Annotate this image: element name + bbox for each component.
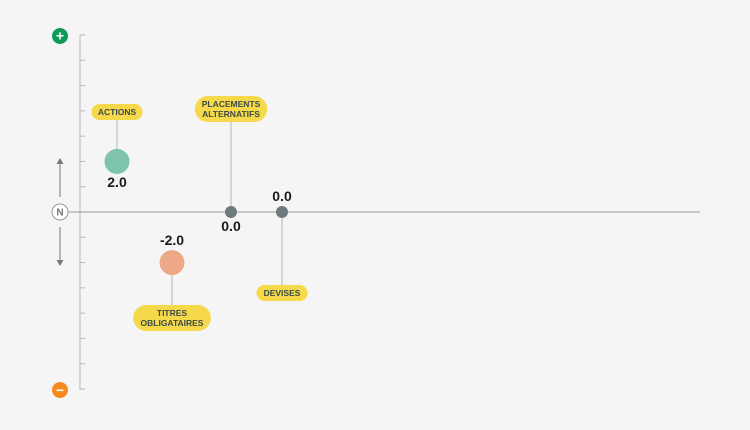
plus-marker: [52, 28, 68, 44]
label-pill: [256, 285, 308, 301]
data-point: [104, 148, 130, 174]
data-point: [276, 206, 288, 218]
minus-icon: −: [56, 382, 64, 398]
vertical-scale: + − N: [51, 28, 85, 398]
data-point: [159, 250, 185, 276]
value-label: 0.0: [272, 188, 292, 204]
category-label: TITRES OBLIGATAIRES: [141, 308, 204, 328]
value-label: 0.0: [221, 218, 241, 234]
category-label: DEVISES: [264, 288, 301, 298]
down-arrow-icon: [56, 260, 64, 266]
up-arrow-icon: [56, 158, 64, 164]
label-pill: [133, 305, 211, 331]
chart-marks: ACTIONS 2.0 TITRES OBLIGATAIRES -2.0 PLACEMEN…: [91, 96, 308, 331]
value-label: 2.0: [107, 174, 127, 190]
minus-marker: [52, 382, 68, 398]
data-point: [225, 206, 237, 218]
plus-icon: +: [56, 28, 64, 44]
neutral-label: N: [56, 208, 63, 219]
label-pill: [91, 104, 143, 120]
category-label: ACTIONS: [98, 107, 137, 117]
label-pill: [194, 96, 268, 122]
category-label: PLACEMENTS ALTERNATIFS: [202, 99, 261, 119]
value-label: -2.0: [160, 232, 184, 248]
